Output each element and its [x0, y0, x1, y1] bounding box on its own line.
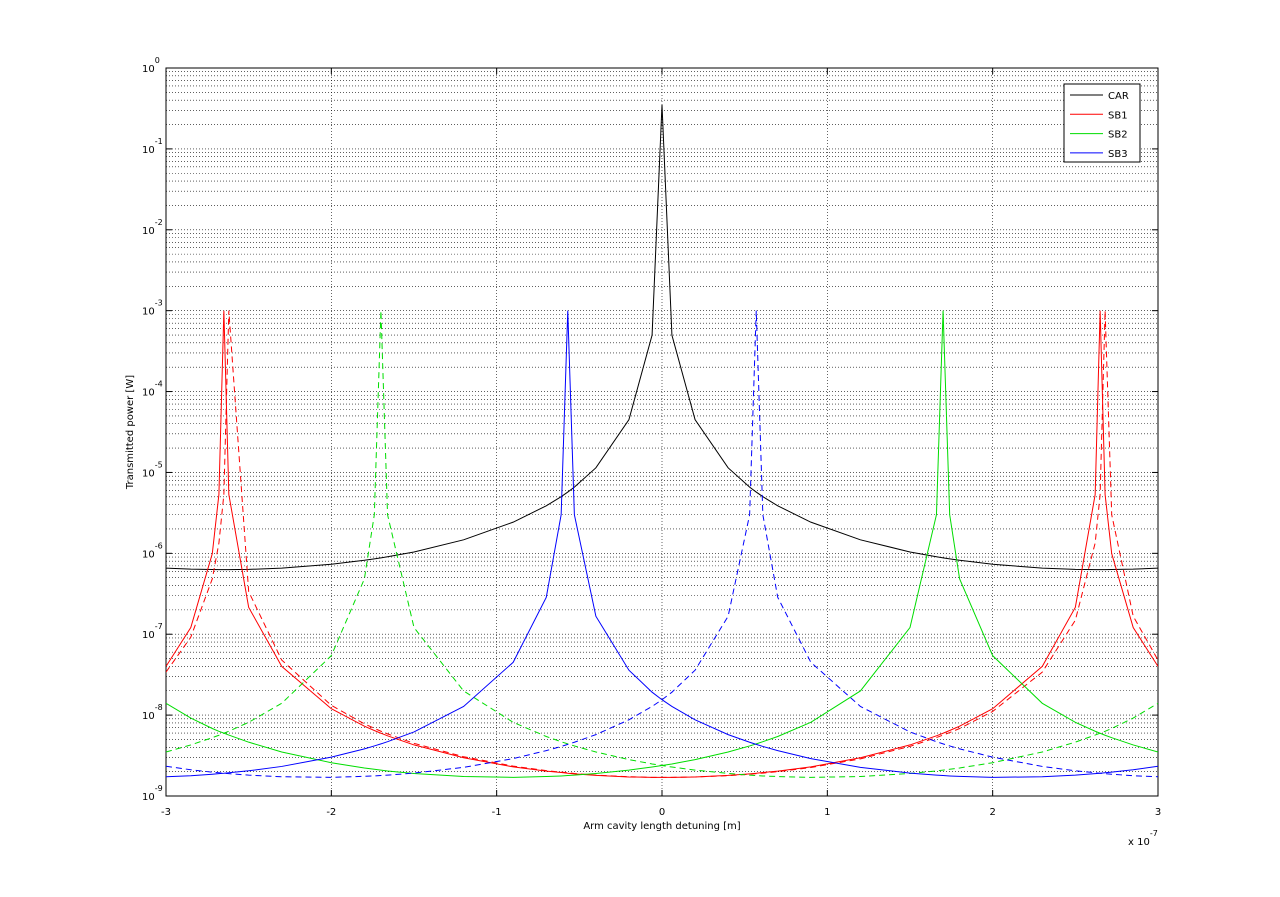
y-tick-label: 10-2 [142, 218, 163, 237]
x-tick-label: 0 [659, 807, 665, 818]
y-tick-label: 10-3 [142, 299, 163, 318]
legend-label: SB2 [1108, 130, 1128, 141]
legend-label: SB1 [1108, 110, 1128, 121]
y-tick-label: 10-9 [142, 784, 163, 803]
y-tick-label: 100 [142, 56, 160, 75]
y-tick-label: 10-5 [142, 460, 163, 479]
series-line [166, 310, 1158, 778]
legend-label: CAR [1108, 91, 1129, 102]
y-tick-label: 10-4 [142, 380, 163, 399]
series-line [166, 310, 1158, 778]
x-scale-label: x 10-7 [1128, 829, 1158, 848]
x-tick-label: -1 [492, 807, 502, 818]
x-tick-label: -2 [326, 807, 336, 818]
x-tick-label: 2 [989, 807, 995, 818]
y-tick-label: 10-7 [142, 622, 163, 641]
series-line [166, 104, 1158, 571]
x-tick-label: 3 [1155, 807, 1161, 818]
y-tick-label: 10-8 [142, 703, 163, 722]
y-axis-label: Transmitted power [W] [125, 375, 136, 490]
x-tick-label: -3 [161, 807, 171, 818]
y-tick-label: 10-6 [142, 541, 163, 560]
plot-frame [165, 67, 1159, 797]
x-tick-label: 1 [824, 807, 830, 818]
y-tick-label: 10-1 [142, 137, 163, 156]
legend-label: SB3 [1108, 149, 1128, 160]
plot-area [166, 104, 1158, 778]
x-axis-label: Arm cavity length detuning [m] [583, 821, 740, 832]
series-line [166, 310, 1158, 778]
legend-box [1063, 83, 1141, 163]
